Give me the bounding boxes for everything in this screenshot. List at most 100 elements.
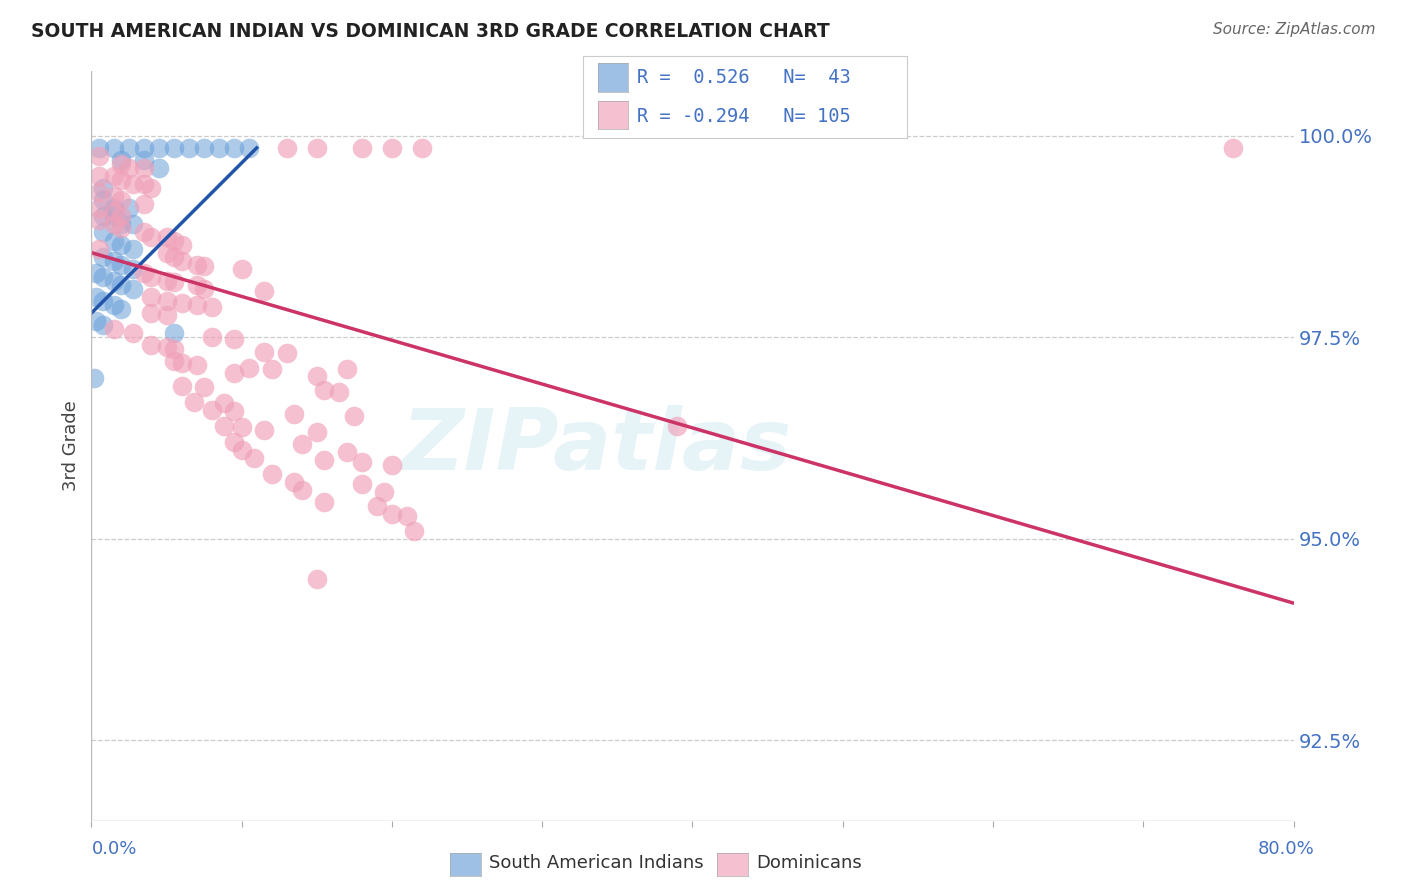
Point [366,500,388,514]
Point [155,274,177,288]
Text: ZIPatlas: ZIPatlas [401,404,792,488]
Point [163,276,186,290]
Point [170,253,193,268]
Text: Dominicans: Dominicans [756,855,862,872]
Text: Source: ZipAtlas.com: Source: ZipAtlas.com [1212,22,1375,37]
Point [224,404,246,418]
Point [260,362,283,376]
Point [118,141,141,155]
Point [122,282,145,296]
Point [132,197,155,211]
Point [336,362,359,376]
Point [186,258,208,272]
Point [87,202,110,216]
Point [170,356,193,370]
Point [163,354,186,368]
Point [193,260,215,274]
Point [373,484,395,499]
Point [103,210,125,224]
Point [305,425,328,440]
Point [83,370,105,384]
Point [231,420,253,434]
Point [110,277,132,292]
Point [305,572,328,586]
Point [212,418,235,433]
Point [224,141,246,155]
Point [253,284,276,298]
Point [186,298,208,312]
Point [110,194,132,208]
Point [170,378,193,392]
Point [141,338,163,352]
Point [163,250,186,264]
Point [177,141,200,155]
Point [155,308,177,322]
Point [201,300,224,314]
Point [87,213,110,227]
Point [231,261,253,276]
Point [328,384,350,399]
Point [122,218,145,232]
Point [381,508,404,522]
Point [155,340,177,354]
Y-axis label: 3rd Grade: 3rd Grade [62,401,80,491]
Point [155,293,177,308]
Point [93,226,115,240]
Point [224,367,246,381]
Point [260,467,283,482]
Point [103,205,125,219]
Point [103,253,125,268]
Point [336,444,359,458]
Point [87,185,110,199]
Point [314,495,336,509]
Point [87,149,110,163]
Point [93,194,115,208]
Point [666,418,689,433]
Point [132,153,155,167]
Point [110,237,132,252]
Point [1222,141,1244,155]
Point [224,434,246,449]
Point [170,296,193,310]
Point [276,141,298,155]
Point [155,229,177,244]
Point [84,314,107,328]
Point [163,141,186,155]
Point [212,396,235,410]
Point [122,242,145,256]
Point [132,266,155,280]
Point [103,298,125,312]
Point [404,524,426,538]
Point [305,141,328,155]
Point [132,226,155,240]
Point [118,202,141,216]
Point [141,229,163,244]
Point [208,141,231,155]
Point [141,306,163,320]
Point [93,250,115,264]
Point [201,330,224,344]
Point [163,326,186,341]
Point [381,458,404,472]
Point [93,318,115,333]
Text: 0.0%: 0.0% [91,840,136,858]
Point [350,141,373,155]
Point [110,173,132,187]
Text: R = -0.294   N= 105: R = -0.294 N= 105 [637,107,851,127]
Point [103,234,125,248]
Point [253,423,276,437]
Point [283,407,305,421]
Point [186,359,208,373]
Point [283,475,305,490]
Point [343,409,366,424]
Point [163,234,186,248]
Point [231,443,253,458]
Point [314,452,336,467]
Point [132,141,155,155]
Text: South American Indians: South American Indians [489,855,704,872]
Point [87,141,110,155]
Point [193,282,215,296]
Point [193,380,215,394]
Point [381,141,404,155]
Point [253,344,276,359]
